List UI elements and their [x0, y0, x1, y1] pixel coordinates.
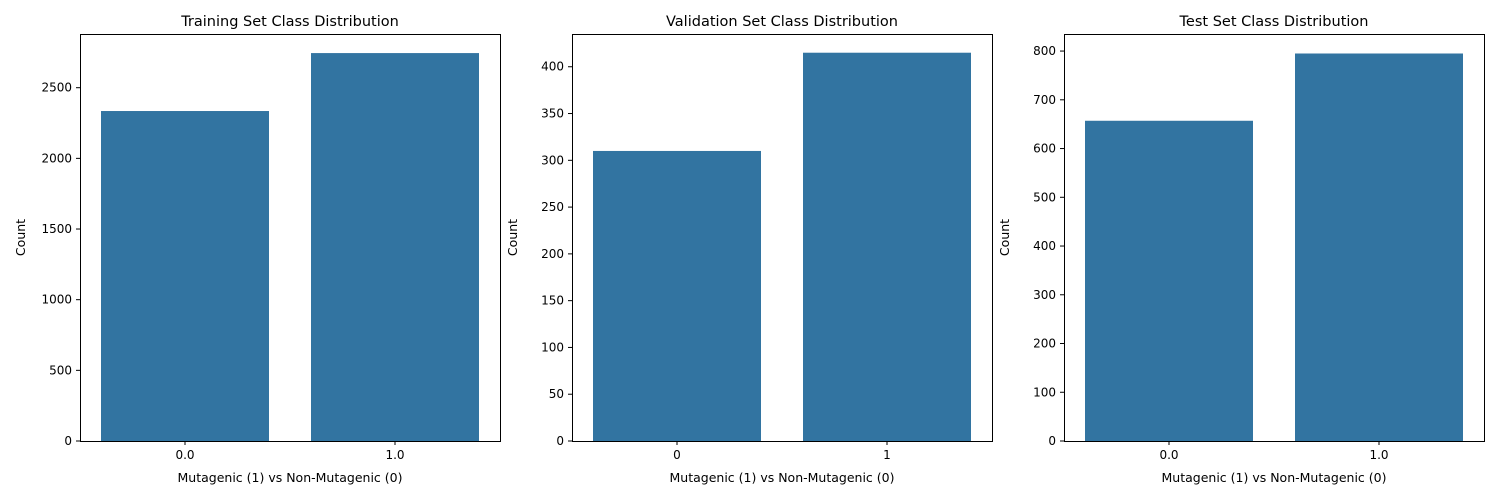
axes-frame — [80, 34, 501, 442]
y-tick-label: 1500 — [41, 222, 72, 236]
y-tick-label: 600 — [1033, 142, 1056, 156]
x-axis-label: Mutagenic (1) vs Non-Mutagenic (0) — [178, 470, 403, 485]
x-tick-label: 1.0 — [385, 448, 404, 462]
y-tick-label: 500 — [1033, 190, 1056, 204]
y-tick-label: 100 — [541, 340, 564, 354]
y-tick-label: 200 — [1033, 337, 1056, 351]
x-axis-label: Mutagenic (1) vs Non-Mutagenic (0) — [1162, 470, 1387, 485]
bar-1 — [311, 53, 479, 441]
chart-panel-0: Training Set Class Distribution 0.0 1.0 0 50… — [13, 14, 501, 485]
chart-panel-2: Test Set Class Distribution 0.0 1.0 0 100 200… — [997, 14, 1485, 485]
y-tick-label: 0 — [64, 434, 72, 448]
y-tick-label: 50 — [549, 387, 564, 401]
bar-0 — [101, 111, 269, 441]
bar-1 — [803, 52, 971, 441]
x-tick-label: 1 — [883, 448, 891, 462]
chart-panel-1: Validation Set Class Distribution 0 1 0 50 10… — [505, 14, 993, 485]
chart-title: Training Set Class Distribution — [180, 14, 399, 30]
y-tick-label: 2000 — [41, 151, 72, 165]
y-tick-label: 400 — [1033, 239, 1056, 253]
x-tick-label: 1.0 — [1369, 448, 1388, 462]
axes-frame — [572, 34, 993, 442]
y-tick-label: 2500 — [41, 81, 72, 95]
y-tick-label: 1000 — [41, 293, 72, 307]
y-tick-label: 200 — [541, 247, 564, 261]
y-tick-label: 0 — [556, 434, 564, 448]
y-tick-label: 700 — [1033, 93, 1056, 107]
y-tick-label: 0 — [1048, 434, 1056, 448]
y-axis-label: Count — [997, 219, 1012, 256]
y-tick-label: 400 — [541, 60, 564, 74]
x-tick-label: 0 — [673, 448, 681, 462]
y-tick-label: 100 — [1033, 385, 1056, 399]
chart-title: Validation Set Class Distribution — [666, 14, 898, 30]
axes-frame — [1064, 34, 1485, 442]
bar-0 — [1085, 120, 1253, 442]
y-tick-label: 250 — [541, 200, 564, 214]
y-tick-label: 300 — [1033, 288, 1056, 302]
y-tick-label: 350 — [541, 107, 564, 121]
y-tick-label: 300 — [541, 153, 564, 167]
bar-0 — [593, 150, 761, 441]
y-tick-label: 800 — [1033, 44, 1056, 58]
y-axis-label: Count — [13, 219, 28, 256]
y-axis-label: Count — [505, 219, 520, 256]
y-tick-label: 150 — [541, 294, 564, 308]
chart-title: Test Set Class Distribution — [1179, 14, 1369, 30]
y-tick-label: 500 — [49, 363, 72, 377]
bar-1 — [1295, 53, 1463, 441]
x-tick-label: 0.0 — [175, 448, 194, 462]
chart-panels: Training Set Class Distribution 0.0 1.0 0 50… — [13, 14, 1485, 485]
x-axis-label: Mutagenic (1) vs Non-Mutagenic (0) — [670, 470, 895, 485]
x-tick-label: 0.0 — [1159, 448, 1178, 462]
